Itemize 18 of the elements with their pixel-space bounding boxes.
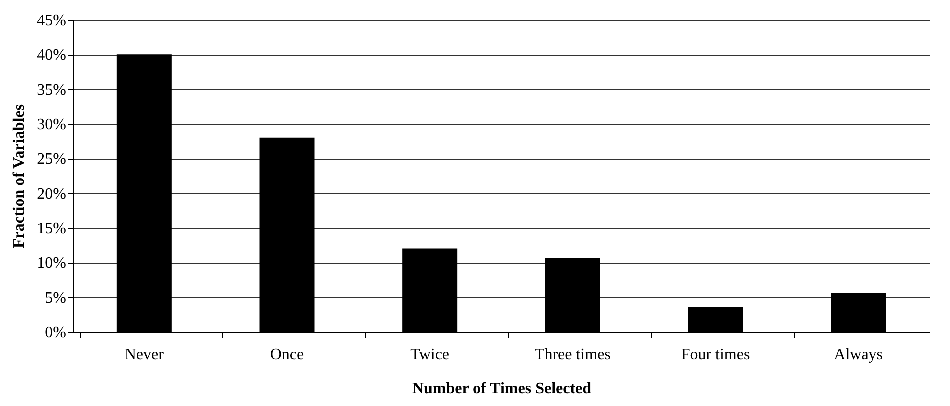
y-tick-label: 0%: [45, 324, 66, 342]
y-tick-label: 35%: [37, 82, 66, 99]
x-tick-label: Never: [124, 346, 165, 364]
x-tick-label: Three times: [534, 346, 611, 364]
y-tick-label: 30%: [37, 116, 66, 134]
y-tick-label: 25%: [37, 151, 66, 168]
y-tick-label: 40%: [37, 47, 66, 64]
y-tick-label: 5%: [45, 290, 66, 307]
x-tick-label: Always: [834, 346, 884, 364]
y-tick-label: 20%: [37, 186, 66, 203]
y-axis-title: Fraction of Variables: [11, 104, 28, 248]
y-tick-label: 45%: [37, 12, 66, 30]
y-tick-label: 15%: [37, 220, 66, 238]
x-axis-title: Number of Times Selected: [412, 380, 592, 398]
y-tick-label: 10%: [37, 255, 66, 272]
x-tick-label: Once: [270, 346, 304, 364]
x-tick-label: Four times: [681, 346, 750, 364]
x-tick-label: Twice: [410, 346, 450, 364]
